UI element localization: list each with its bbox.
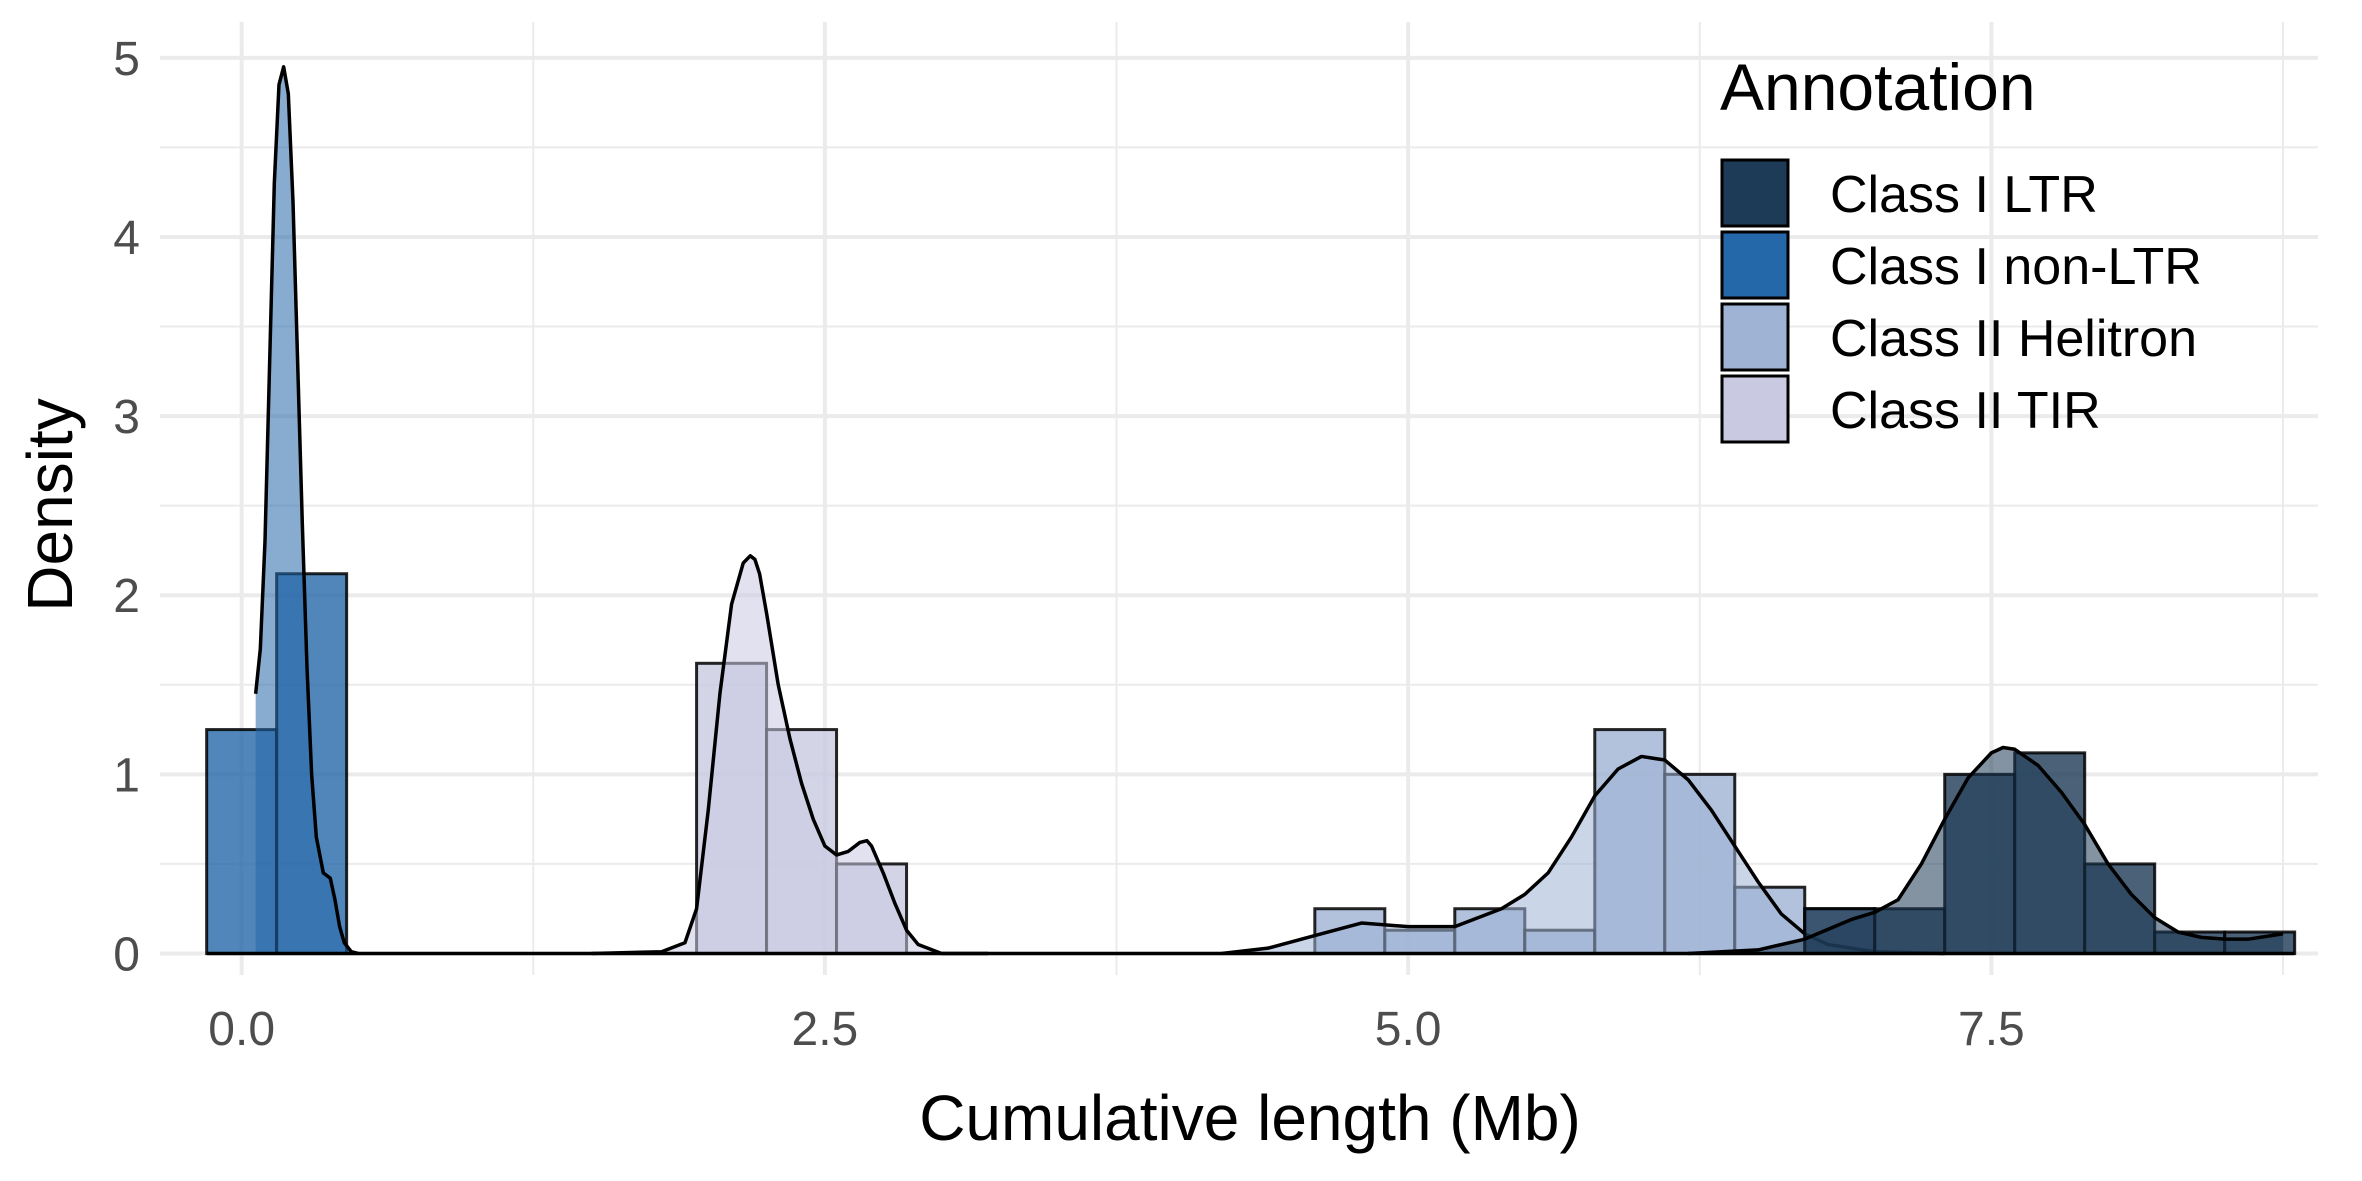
density-curve: [1688, 745, 2284, 956]
x-tick-label: 5.0: [1375, 1003, 1442, 1056]
plot-area: [205, 65, 2297, 956]
density-area: [1221, 756, 1945, 954]
series-class-ii-tir: [591, 554, 989, 956]
y-axis-title: Density: [14, 398, 86, 611]
legend-key-class-i-ltr: [1720, 158, 1790, 228]
x-tick-label: 7.5: [1958, 1003, 2025, 1056]
density-curve: [591, 554, 989, 956]
series-class-i-non-ltr: [205, 65, 359, 956]
legend-key-class-ii-tir: [1720, 374, 1790, 444]
legend-label-class-i-non-ltr: Class I non-LTR: [1830, 238, 2202, 296]
legend-title: Annotation: [1720, 50, 2036, 124]
series-class-i-ltr: [1688, 745, 2297, 956]
density-area: [1688, 747, 2284, 954]
x-tick-label: 2.5: [792, 1003, 859, 1056]
legend-key-class-i-non-ltr: [1720, 230, 1790, 300]
y-tick-label: 0: [113, 929, 140, 982]
y-tick-label: 2: [113, 570, 140, 623]
legend-label-class-ii-tir: Class II TIR: [1830, 382, 2101, 440]
x-axis-title: Cumulative length (Mb): [919, 1082, 1581, 1154]
y-tick-label: 4: [113, 212, 140, 265]
x-tick-label: 0.0: [208, 1003, 275, 1056]
y-tick-label: 3: [113, 391, 140, 444]
x-tick-labels: 0.0 2.5 5.0 7.5: [208, 1003, 2024, 1056]
density-area: [591, 555, 989, 954]
legend-label-class-i-ltr: Class I LTR: [1830, 166, 2098, 224]
legend: Annotation Class I LTR Class I non-LTR C…: [1720, 50, 2202, 444]
legend-key-class-ii-helitron: [1720, 302, 1790, 372]
y-tick-label: 1: [113, 749, 140, 802]
legend-label-class-ii-helitron: Class II Helitron: [1830, 310, 2197, 368]
density-curve: [1221, 754, 1945, 956]
density-area: [255, 66, 359, 954]
y-tick-label: 5: [113, 33, 140, 86]
y-tick-labels: 0 1 2 3 4 5: [113, 33, 140, 982]
axes: 0.0 2.5 5.0 7.5 0 1 2 3 4 5 Cumulative l…: [14, 33, 2025, 1154]
density-curve: [253, 65, 359, 956]
